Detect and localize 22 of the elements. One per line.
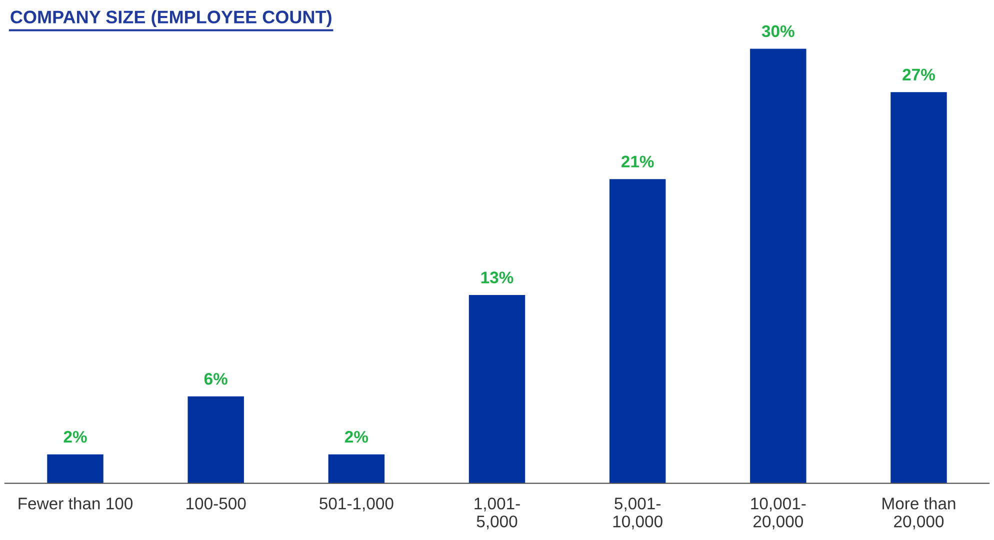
x-tick-label: 5,001- 10,000 [613,498,662,530]
x-tick-label: 1,001- 5,000 [474,498,520,530]
x-tick-label: 100-500 [186,498,246,510]
data-label: 27% [902,68,935,81]
data-label: 2% [64,430,87,443]
data-label: 30% [762,25,794,38]
data-label: 13% [481,272,514,284]
bar [188,396,244,484]
bar [890,92,947,484]
bar [468,294,526,484]
bar [609,179,666,484]
x-tick-label: 10,001- 20,000 [751,498,806,530]
x-tick-label: 501-1,000 [320,498,394,512]
data-label: 2% [344,430,368,443]
bar [750,48,806,484]
bar [328,454,385,484]
x-tick-label: More than 20,000 [882,497,956,530]
data-label: 21% [621,156,654,168]
x-tick-label: Fewer than 100 [18,497,133,510]
bar [47,454,104,484]
data-label: 6% [204,372,228,385]
chart-title: COMPANY SIZE (EMPLOYEE COUNT) [10,10,332,27]
